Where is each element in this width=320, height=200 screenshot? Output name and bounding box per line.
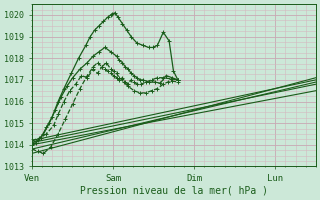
X-axis label: Pression niveau de la mer( hPa ): Pression niveau de la mer( hPa ) [80, 186, 268, 196]
